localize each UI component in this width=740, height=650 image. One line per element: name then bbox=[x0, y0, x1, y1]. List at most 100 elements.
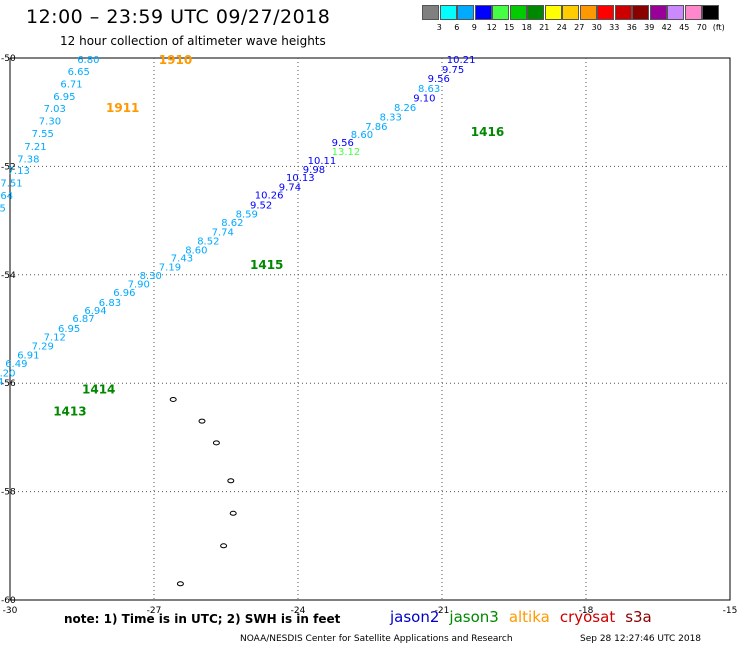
colorbar-label: 21 bbox=[539, 23, 550, 32]
colorbar-label: 3 bbox=[436, 23, 442, 32]
swh-value-label: 10.11 bbox=[308, 156, 337, 167]
swh-value-label: 6.71 bbox=[60, 79, 82, 90]
pass-id-label: 1416 bbox=[471, 125, 504, 139]
swh-value-label: 7.03 bbox=[44, 104, 66, 115]
lat-tick-label: -54 bbox=[1, 271, 16, 281]
swh-value-label: 6.94 bbox=[84, 306, 106, 317]
colorbar-label: 15 bbox=[504, 23, 515, 32]
map-subtitle: 12 hour collection of altimeter wave hei… bbox=[60, 34, 326, 48]
colorbar-swatch bbox=[614, 5, 632, 20]
swh-value-label: 9.98 bbox=[303, 165, 325, 176]
pass-id-label: 1415 bbox=[250, 258, 283, 272]
credit-text: NOAA/NESDIS Center for Satellite Applica… bbox=[240, 634, 513, 644]
colorbar-swatch bbox=[474, 5, 492, 20]
pass-id-label: 1910 bbox=[159, 53, 192, 67]
swh-value-label: 6.65 bbox=[68, 67, 90, 78]
swh-value-label: 7.55 bbox=[32, 129, 54, 140]
swh-value-label: 6.95 bbox=[58, 324, 80, 335]
lat-tick-label: -50 bbox=[1, 54, 16, 64]
swh-value-label: 6.95 bbox=[53, 92, 75, 103]
colorbar-swatch bbox=[667, 5, 684, 20]
swh-value-label: 7.29 bbox=[32, 341, 54, 352]
swh-value-label: 10.21 bbox=[447, 55, 476, 66]
colorbar-swatch bbox=[702, 5, 719, 20]
colorbar-label: 24 bbox=[556, 23, 567, 32]
swh-value-label: 8.62 bbox=[221, 218, 243, 229]
satellite-legend-item: jason2 bbox=[390, 608, 440, 626]
colorbar-label: 39 bbox=[644, 23, 655, 32]
swh-value-label: 9.56 bbox=[332, 138, 354, 149]
swh-value-label: 6.54 bbox=[0, 377, 3, 388]
swh-value-label: 7.12 bbox=[44, 333, 66, 344]
swh-value-label: 9.75 bbox=[442, 65, 464, 76]
swh-value-label: 8.52 bbox=[197, 237, 219, 248]
swh-value-label: 7.90 bbox=[128, 279, 150, 290]
island-outline bbox=[198, 418, 206, 424]
swh-value-label: 8.26 bbox=[394, 103, 416, 114]
swh-value-label: 6.91 bbox=[17, 350, 39, 361]
colorbar-swatch bbox=[579, 5, 597, 20]
lon-tick-label: -21 bbox=[435, 606, 450, 616]
lat-tick-label: -52 bbox=[1, 162, 16, 172]
swh-value-label: 10.13 bbox=[286, 173, 315, 184]
lon-tick-label: -18 bbox=[579, 606, 594, 616]
swh-value-label: 7.13 bbox=[8, 166, 30, 177]
pass-id-label: 1911 bbox=[106, 101, 139, 115]
colorbar-swatch bbox=[457, 5, 474, 20]
lat-tick-label: -60 bbox=[1, 596, 16, 606]
swh-value-label: 6.49 bbox=[5, 359, 27, 370]
colorbar-swatch bbox=[632, 5, 649, 20]
colorbar-label: 6 bbox=[454, 23, 460, 32]
swh-value-label: 6.96 bbox=[113, 288, 135, 299]
swh-value-label: 6.83 bbox=[99, 298, 121, 309]
swh-value-label: 8.60 bbox=[185, 245, 207, 256]
colorbar-swatch bbox=[544, 5, 562, 20]
swh-value-label: 9.56 bbox=[428, 74, 450, 85]
map-title: 12:00 – 23:59 UTC 09/27/2018 bbox=[26, 6, 331, 28]
lat-tick-label: -56 bbox=[1, 379, 16, 389]
swh-value-label: 7.30 bbox=[39, 116, 61, 127]
swh-value-label: 7.38 bbox=[17, 154, 39, 165]
swh-value-label: 6.87 bbox=[72, 314, 94, 325]
satellite-legend: jason2 jason3 altika cryosat s3a bbox=[390, 608, 662, 626]
satellite-legend-item: altika bbox=[508, 608, 550, 626]
colorbar-swatch bbox=[597, 5, 614, 20]
pass-id-label: 1414 bbox=[82, 383, 115, 397]
colorbar-label: 36 bbox=[626, 23, 637, 32]
colorbar-label: 70 bbox=[696, 23, 707, 32]
colorbar-label: 12 bbox=[486, 23, 497, 32]
island-outline bbox=[227, 478, 235, 484]
generation-timestamp: Sep 28 12:27:46 UTC 2018 bbox=[580, 634, 702, 644]
lon-tick-label: -30 bbox=[3, 606, 18, 616]
swh-value-label: 8.60 bbox=[351, 130, 373, 141]
swh-value-label: 7.51 bbox=[0, 179, 22, 190]
island-outline bbox=[220, 543, 228, 549]
colorbar-label: 18 bbox=[521, 23, 532, 32]
swh-value-label: 9.52 bbox=[250, 200, 272, 211]
colorbar-label: 33 bbox=[609, 23, 620, 32]
map-frame bbox=[9, 57, 731, 601]
swh-value-label: 8.63 bbox=[418, 84, 440, 95]
swh-value-label: 7.21 bbox=[24, 142, 46, 153]
colorbar-label: 27 bbox=[574, 23, 585, 32]
colorbar-swatch bbox=[649, 5, 667, 20]
swh-value-label: 6.20 bbox=[0, 368, 15, 379]
pass-id-label: 1413 bbox=[53, 404, 86, 418]
lon-tick-label: -27 bbox=[147, 606, 162, 616]
colorbar-swatch bbox=[509, 5, 527, 20]
swh-value-label: 8.59 bbox=[236, 210, 258, 221]
swh-value-label: 10.26 bbox=[255, 191, 284, 202]
colorbar-swatch bbox=[684, 5, 702, 20]
lon-tick-label: -24 bbox=[291, 606, 306, 616]
swh-value-label: 6.25 bbox=[0, 204, 6, 215]
footer-note: note: 1) Time is in UTC; 2) SWH is in fe… bbox=[64, 612, 341, 626]
swh-value-label: 13.12 bbox=[332, 147, 361, 158]
colorbar-label: 30 bbox=[591, 23, 602, 32]
lat-tick-label: -58 bbox=[1, 488, 16, 498]
swh-value-label: 7.43 bbox=[171, 253, 193, 264]
colorbar-swatch bbox=[439, 5, 457, 20]
satellite-legend-item: cryosat bbox=[559, 608, 616, 626]
island-outline bbox=[176, 581, 184, 587]
swh-value-label: 6.64 bbox=[0, 191, 13, 202]
